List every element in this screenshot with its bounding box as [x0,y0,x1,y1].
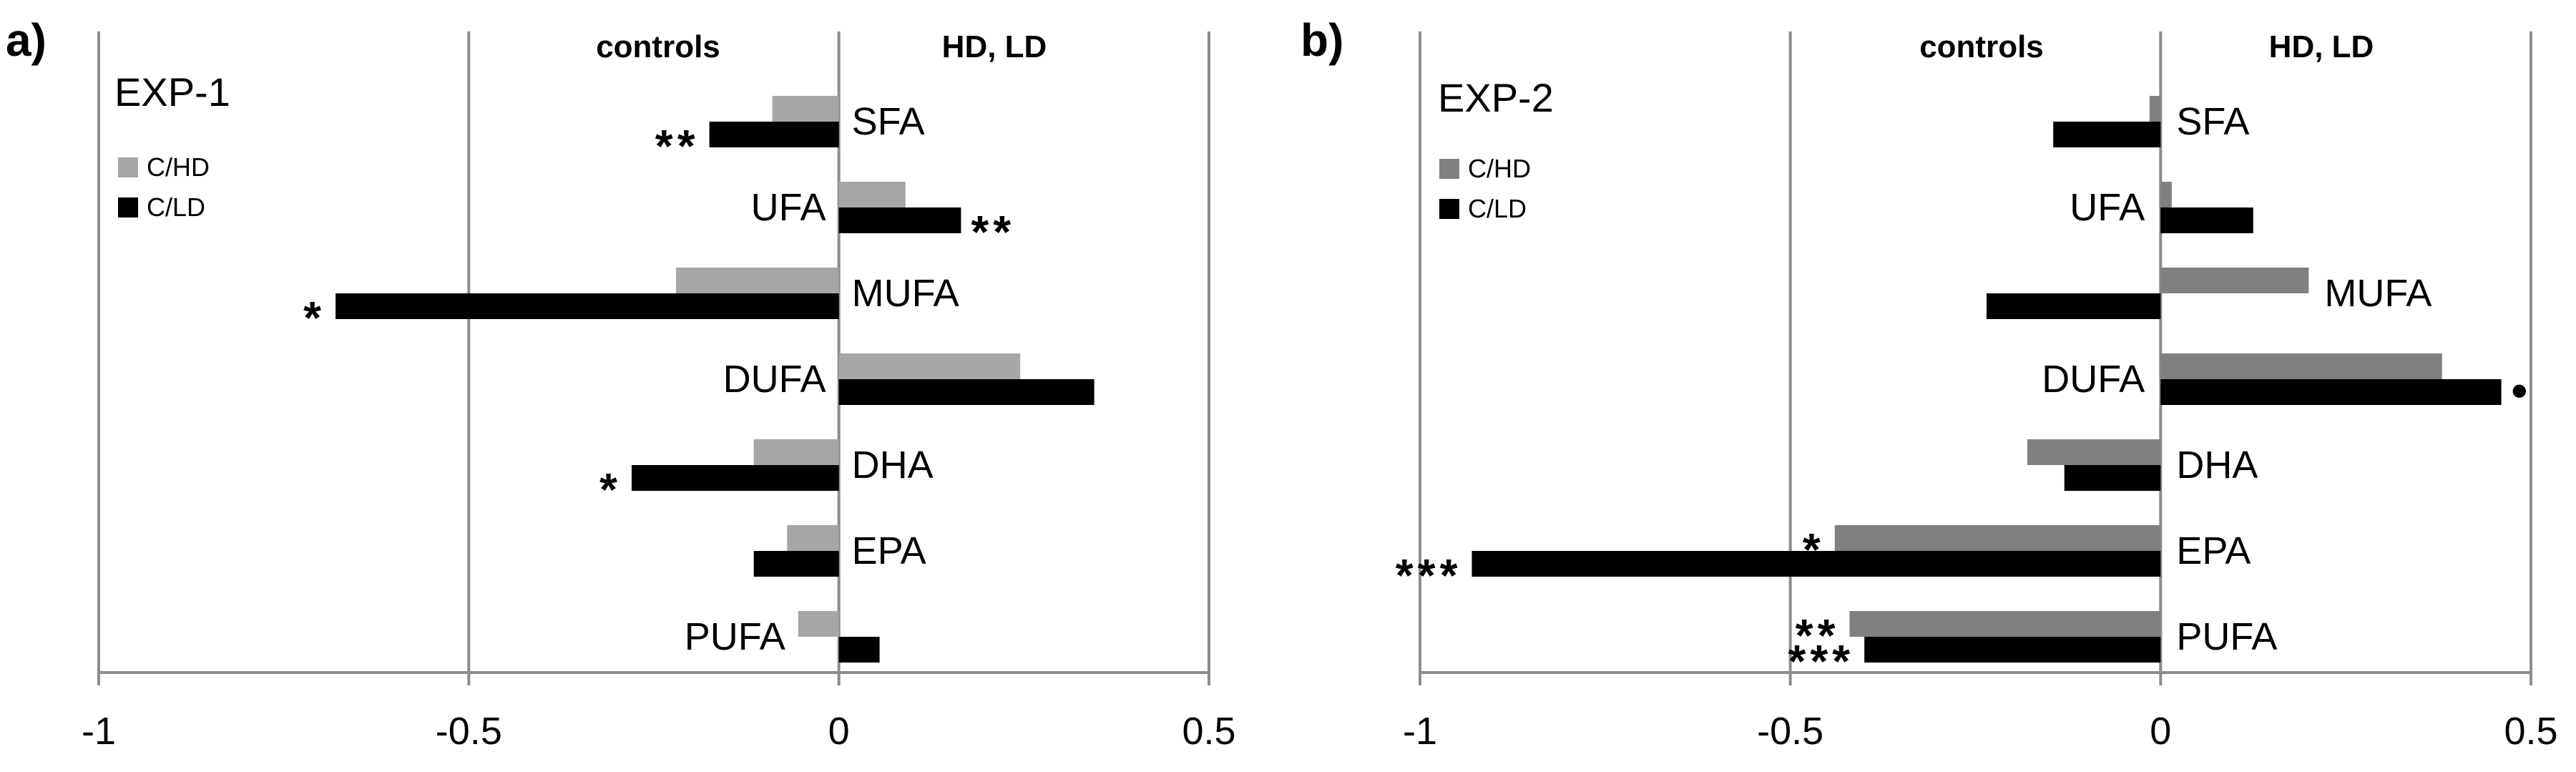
bar-c-hd-ufa [2160,182,2172,207]
category-label: DHA [852,444,934,487]
bar-c-hd-epa [787,525,839,551]
bar-c-hd-dha [753,439,839,465]
significance-marker: ** [971,206,1015,258]
x-tick-label: -1 [1403,710,1437,753]
bar-c-ld-mufa [1987,293,2161,319]
x-tick-label: -0.5 [1757,710,1823,753]
legend-swatch [1439,199,1459,219]
bar-c-hd-epa [1834,525,2161,551]
legend-label: C/LD [1468,194,1527,223]
bar-c-ld-epa [1471,551,2161,577]
bar-c-hd-sfa [2149,96,2161,122]
panel-letter: b) [1301,14,1343,66]
legend-label: C/HD [1468,154,1531,183]
category-label: DHA [2176,444,2258,487]
bar-c-ld-epa [753,551,839,577]
category-label: MUFA [852,272,959,315]
category-label: EPA [2176,529,2251,572]
bar-c-hd-pufa [798,611,839,637]
category-label: SFA [852,100,925,143]
panel-title: EXP-2 [1438,75,1554,120]
bar-c-hd-pufa [1849,611,2161,637]
bar-c-ld-dufa [2160,379,2502,405]
bar-c-ld-pufa [1864,637,2161,663]
legend-label: C/HD [147,152,210,182]
category-label: UFA [751,186,826,229]
category-label: UFA [2070,186,2145,229]
panel-letter: a) [6,14,46,66]
bar-c-ld-ufa [2160,207,2253,233]
significance-marker: * [1803,524,1825,575]
panel-title: EXP-1 [114,69,230,114]
bar-c-hd-mufa [2160,268,2309,293]
category-label: SFA [2176,100,2249,143]
bar-c-ld-sfa [709,122,839,147]
category-label: DUFA [723,358,826,401]
panel-a: a) EXP-1 controls HD, LD -1 -0.5 0 0.5 SFA UF… [6,14,1236,753]
x-tick-label: 0 [828,710,850,753]
significance-marker: • [2512,365,2532,416]
bar-c-hd-dha [2027,439,2161,465]
x-tick-label: 0.5 [1182,710,1235,753]
significance-marker: ** [655,120,700,172]
hd-ld-side-label: HD, LD [942,29,1047,64]
bar-c-ld-dufa [838,379,1094,405]
category-label: PUFA [2176,615,2277,658]
bar-c-hd-dufa [2160,353,2442,379]
x-tick-label: -1 [82,710,116,753]
significance-marker: *** [1788,635,1854,687]
x-tick-label: 0.5 [2504,710,2557,753]
significance-marker: * [303,292,325,343]
panel-b: b) EXP-2 controls HD, LD -1 -0.5 0 0.5 SFA UF… [1301,14,2558,753]
bar-c-ld-dha [631,465,839,491]
x-tick-label: 0 [2150,710,2171,753]
category-label: DUFA [2042,358,2145,401]
category-label: MUFA [2324,272,2431,315]
category-label: PUFA [685,615,785,658]
legend-label: C/LD [147,192,205,222]
bar-c-ld-dha [2064,465,2161,491]
category-label: EPA [852,529,926,572]
bar-c-ld-pufa [838,637,880,663]
bar-c-ld-sfa [2053,122,2161,147]
legend-swatch [1439,159,1459,179]
bar-c-hd-sfa [772,96,839,122]
bar-c-hd-ufa [838,182,906,207]
bar-c-hd-dufa [838,353,1021,379]
bar-c-hd-mufa [676,268,839,293]
significance-marker: * [599,464,622,515]
controls-side-label: controls [1919,29,2044,64]
significance-marker: ** [1796,610,1840,661]
hd-ld-side-label: HD, LD [2269,29,2374,64]
bar-c-ld-ufa [838,207,961,233]
x-tick-label: -0.5 [436,710,502,753]
legend-swatch [118,157,138,177]
controls-side-label: controls [596,29,720,64]
legend-swatch [118,197,138,218]
significance-marker: *** [1396,549,1462,601]
bar-c-ld-mufa [336,293,839,319]
